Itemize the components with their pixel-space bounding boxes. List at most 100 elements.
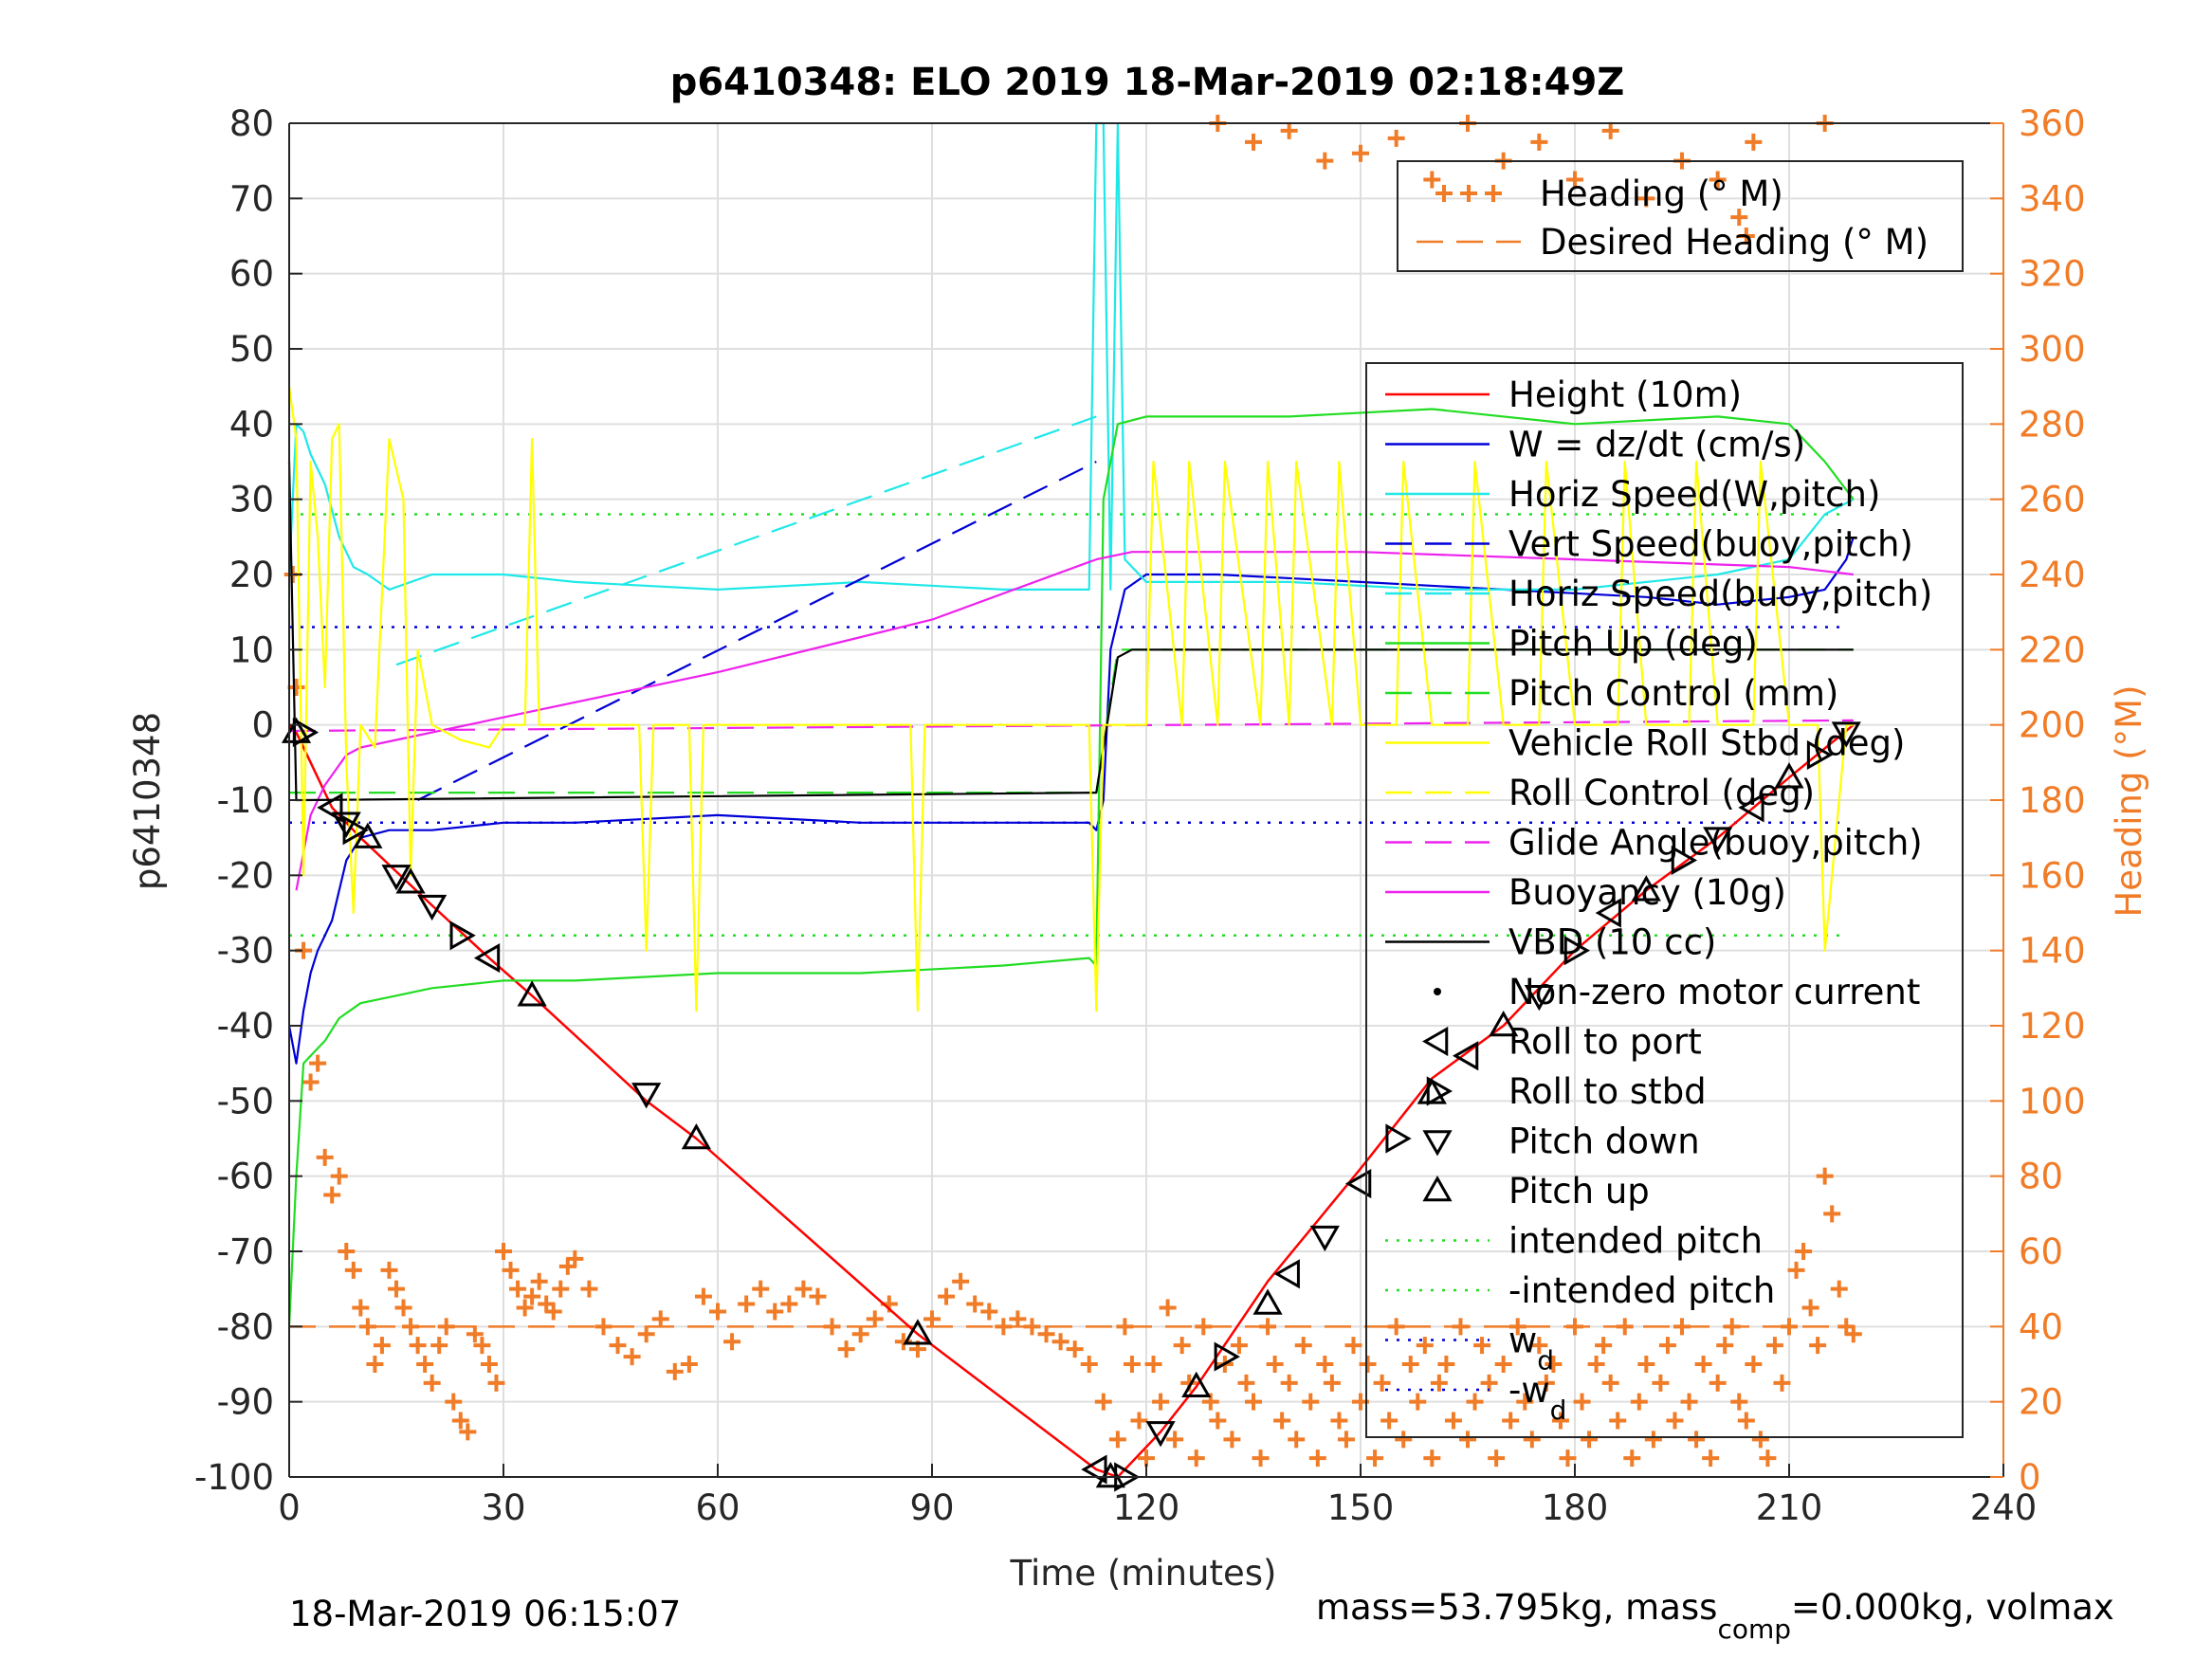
y-tick-label-left: -90 <box>217 1382 274 1423</box>
legend-label-text: Buoyancy (10g) <box>1508 872 1786 913</box>
heading-point <box>1173 1337 1191 1355</box>
x-tick-label: 0 <box>278 1487 301 1528</box>
heading-point <box>423 1374 441 1392</box>
legend-sample-tri-up <box>1422 1175 1453 1202</box>
heading-point <box>1123 1356 1141 1373</box>
legend-label-sub: d <box>1550 1395 1567 1426</box>
marker-tri-down <box>1524 985 1554 1012</box>
legend-sample-plus <box>1485 185 1502 202</box>
legend-label-text: Desired Heading (° M) <box>1540 222 1929 263</box>
heading-point <box>459 1423 477 1441</box>
y-tick-label-left: -100 <box>194 1457 274 1498</box>
y-tick-label-left: 40 <box>229 404 274 445</box>
heading-point <box>316 1148 334 1166</box>
legend-label-text: Pitch up <box>1508 1171 1650 1212</box>
legend-label-text: Roll to stbd <box>1508 1071 1707 1112</box>
heading-point <box>1494 1356 1512 1373</box>
heading-point <box>1130 1412 1148 1430</box>
heading-point <box>1644 1431 1662 1449</box>
legend-sample-dot <box>1434 988 1441 995</box>
marker-tri-down <box>381 865 411 891</box>
heading-point <box>1373 1374 1391 1392</box>
legend-label: Pitch Control (mm) <box>1508 673 1838 714</box>
heading-point <box>1366 1449 1384 1468</box>
footer-mass-info: mass=53.795kg, masscomp=0.000kg, volmax <box>1316 1587 2114 1645</box>
heading-point <box>502 1261 520 1279</box>
heading-point <box>1587 1356 1605 1373</box>
heading-point <box>1751 1431 1769 1449</box>
heading-point <box>430 1337 448 1355</box>
legend-sample-tri-right <box>1426 1076 1453 1106</box>
heading-point <box>995 1318 1013 1336</box>
heading-point <box>1437 1356 1455 1373</box>
x-axis-label: Time (minutes) <box>1010 1553 1277 1594</box>
marker-tri-up <box>903 1319 933 1345</box>
heading-point <box>1830 1280 1848 1298</box>
heading-point <box>1152 1393 1170 1411</box>
legend-label-text: Pitch Up (deg) <box>1508 624 1758 665</box>
x-tick-label: 180 <box>1542 1487 1609 1528</box>
y-tick-label-right: 260 <box>2019 480 2086 520</box>
heading-point <box>666 1362 684 1380</box>
legend-label-text: Pitch down <box>1508 1121 1700 1162</box>
heading-point <box>1616 1318 1634 1336</box>
heading-point <box>1601 121 1619 139</box>
heading-point <box>1523 1431 1541 1449</box>
legend-label-text: Vehicle Roll Stbd (deg) <box>1508 723 1905 764</box>
heading-point <box>380 1261 398 1279</box>
heading-point <box>1195 1318 1213 1336</box>
heading-point <box>523 1287 541 1305</box>
legend-label: Desired Heading (° M) <box>1540 222 1929 263</box>
heading-point <box>373 1337 391 1355</box>
legend-label: Vehicle Roll Stbd (deg) <box>1508 723 1905 764</box>
heading-point <box>344 1261 362 1279</box>
heading-point <box>1223 1431 1241 1449</box>
heading-point <box>1302 1393 1320 1411</box>
heading-point <box>1716 1337 1734 1355</box>
heading-point <box>1773 1374 1791 1392</box>
event-markers <box>281 717 1861 1492</box>
heading-point <box>466 1325 484 1343</box>
y-tick-label-left: 50 <box>229 329 274 370</box>
legend-sample-tri-left <box>1421 1026 1449 1057</box>
heading-point <box>1159 1299 1177 1317</box>
heading-point <box>1237 1374 1255 1392</box>
heading-point <box>1288 1431 1306 1449</box>
heading-point <box>938 1287 956 1305</box>
heading-point <box>302 1073 320 1091</box>
heading-point <box>1573 1393 1591 1411</box>
series-line <box>287 536 1855 1065</box>
legend-label: Heading (° M) <box>1540 173 1783 214</box>
heading-point <box>1680 1393 1698 1411</box>
series-line <box>295 551 1854 891</box>
marker-tri-left <box>317 793 343 823</box>
footer-timestamp: 18-Mar-2019 06:15:07 <box>289 1594 681 1634</box>
heading-point <box>851 1325 869 1343</box>
heading-point <box>1144 1356 1162 1373</box>
heading-point <box>823 1318 841 1336</box>
heading-point <box>1688 1431 1706 1449</box>
heading-point <box>1294 1337 1312 1355</box>
heading-point <box>1795 1243 1813 1260</box>
marker-tri-up <box>1631 875 1661 902</box>
heading-point <box>1737 1412 1755 1430</box>
legend-label: Pitch Up (deg) <box>1508 624 1758 665</box>
heading-point <box>1023 1318 1041 1336</box>
footer-mass-pre: mass=53.795kg, mass <box>1316 1587 1717 1628</box>
heading-point <box>1652 1374 1670 1392</box>
heading-point <box>451 1412 469 1430</box>
heading-point <box>1702 1449 1720 1468</box>
heading-point <box>416 1356 434 1373</box>
heading-point <box>1409 1393 1427 1411</box>
legend-label: Glide Angle(buoy,pitch) <box>1508 823 1923 864</box>
heading-point <box>1308 1449 1326 1468</box>
y-tick-label-left: -10 <box>217 780 274 821</box>
heading-point <box>1444 1412 1462 1430</box>
heading-point <box>723 1333 741 1351</box>
heading-point <box>309 1054 327 1072</box>
y-tick-label-right: 60 <box>2019 1231 2063 1272</box>
y-tick-label-right: 120 <box>2019 1006 2086 1047</box>
y-tick-label-right: 100 <box>2019 1081 2086 1121</box>
heading-point <box>780 1295 798 1313</box>
heading-point <box>1209 1412 1227 1430</box>
